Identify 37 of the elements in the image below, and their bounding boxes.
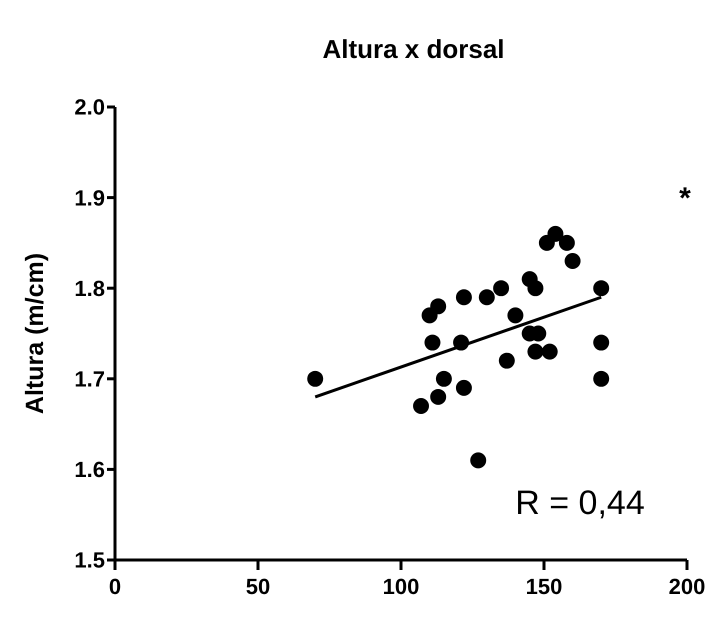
point <box>593 334 610 351</box>
point <box>456 289 472 306</box>
y-axis-title: Altura (m/cm) <box>21 252 49 414</box>
point <box>436 370 452 387</box>
point <box>542 344 558 360</box>
point <box>470 452 486 468</box>
x-tick-label: 200 <box>668 574 706 599</box>
point <box>456 380 472 396</box>
point <box>547 226 564 242</box>
x-tick-label: 50 <box>246 574 270 599</box>
annotation: * <box>679 182 692 215</box>
chart-title: Altura x dorsal <box>322 34 505 64</box>
point <box>498 352 515 369</box>
x-tick-label: 150 <box>526 574 562 599</box>
point <box>564 253 581 269</box>
y-tick-label: 1.7 <box>74 366 105 392</box>
point <box>430 388 446 405</box>
annotation: R = 0,44 <box>515 484 645 522</box>
y-tick-label: 1.5 <box>74 548 105 573</box>
point <box>307 370 324 387</box>
point <box>593 370 610 387</box>
point <box>478 289 495 306</box>
y-tick-label: 2.0 <box>74 94 105 120</box>
point <box>558 234 575 251</box>
point <box>493 280 510 296</box>
point <box>527 280 544 296</box>
point <box>413 398 429 414</box>
y-tick-label: 1.6 <box>74 457 105 482</box>
point <box>430 298 446 314</box>
x-tick-label: 100 <box>382 574 420 599</box>
point <box>593 280 610 296</box>
point <box>507 307 524 324</box>
x-tick-label: 0 <box>108 574 122 599</box>
point <box>424 334 440 351</box>
y-tick-label: 1.9 <box>74 185 105 210</box>
y-tick-label: 1.8 <box>74 276 105 301</box>
point <box>527 344 544 360</box>
